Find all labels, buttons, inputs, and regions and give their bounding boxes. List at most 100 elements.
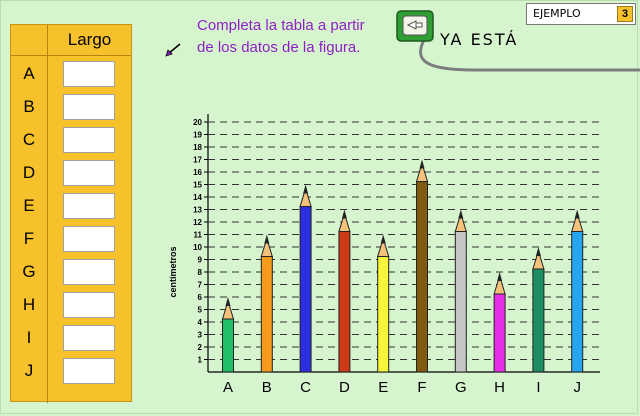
table-row-label: D — [22, 163, 36, 182]
pencil-bar-h — [493, 293, 506, 373]
y-tick-label: 6 — [198, 293, 203, 302]
button-cable — [419, 40, 640, 72]
monitor-check-icon[interactable] — [396, 10, 434, 44]
y-tick-label: 1 — [198, 356, 203, 365]
pencil-bar-g — [454, 231, 467, 373]
pencil-lead — [574, 209, 580, 219]
length-input-e[interactable] — [63, 193, 115, 219]
x-category-label: F — [417, 379, 426, 396]
pencil-lead — [341, 209, 347, 219]
x-category-label: D — [339, 379, 350, 396]
pencil-bar-f — [416, 181, 428, 373]
table-row: A — [11, 57, 131, 90]
length-input-b[interactable] — [63, 94, 115, 120]
pencil-tip — [532, 249, 545, 270]
pencil-bar-b — [260, 256, 273, 373]
table-row: B — [11, 90, 131, 123]
y-tick-label: 11 — [194, 231, 203, 240]
instruction-line-1: Completa la tabla a partir — [197, 17, 365, 34]
pencil-bar-e — [377, 256, 390, 373]
pencil-lead — [419, 159, 425, 169]
table-row-label: J — [24, 361, 34, 380]
table-row: C — [11, 123, 131, 156]
y-tick-label: 15 — [193, 181, 202, 190]
table-row: D — [11, 156, 131, 189]
y-tick-label: 5 — [198, 306, 203, 315]
pencil-length-chart: 1234567891011121314151617181920centímetr… — [168, 114, 600, 396]
table-row-label: F — [23, 229, 35, 248]
y-tick-label: 4 — [198, 318, 203, 327]
y-tick-label: 18 — [193, 143, 202, 152]
pencil-tip — [299, 186, 312, 207]
table-row-label: B — [23, 97, 35, 116]
example-badge: EJEMPLO 3 — [526, 3, 636, 25]
pencil-tip — [338, 211, 351, 232]
table-row-label: H — [22, 295, 36, 314]
table-row-label: A — [23, 64, 35, 83]
table-header-largo: Largo — [67, 30, 112, 49]
x-category-label: C — [300, 379, 311, 396]
pencil-bar-j — [571, 231, 584, 373]
table-row-label: E — [23, 196, 35, 215]
pencil-tip — [493, 274, 506, 295]
y-tick-label: 14 — [193, 193, 202, 202]
y-tick-label: 12 — [193, 218, 202, 227]
length-input-j[interactable] — [63, 358, 115, 384]
length-input-i[interactable] — [63, 325, 115, 351]
pencil-lead — [264, 234, 270, 244]
table-row: J — [11, 354, 131, 387]
arrow-pointer-icon — [165, 43, 181, 57]
y-tick-label: 13 — [193, 206, 202, 215]
y-tick-label: 7 — [198, 281, 203, 290]
y-tick-label: 10 — [193, 243, 202, 252]
example-label: EJEMPLO — [533, 7, 581, 20]
pencil-lead — [535, 247, 541, 256]
y-tick-label: 9 — [198, 256, 203, 265]
y-tick-label: 16 — [193, 168, 202, 177]
pencil-tip — [221, 299, 235, 320]
pencil-tip — [454, 211, 467, 232]
x-category-label: J — [573, 379, 581, 396]
pencil-lead — [458, 209, 464, 219]
y-tick-label: 8 — [198, 268, 203, 277]
pencil-tip — [260, 236, 273, 257]
pencil-tip — [571, 211, 584, 232]
instruction-line-2: de los datos de la figura. — [197, 39, 361, 56]
pencil-tip — [415, 161, 429, 182]
pencil-lead — [380, 234, 386, 244]
length-input-g[interactable] — [63, 259, 115, 285]
table-row: G — [11, 255, 131, 288]
y-tick-label: 19 — [193, 131, 202, 140]
table-row-label: C — [22, 130, 36, 149]
table-row: E — [11, 189, 131, 222]
x-category-label: E — [378, 379, 388, 396]
x-category-label: H — [494, 379, 505, 396]
table-header: Largo — [11, 25, 131, 403]
pencil-tip — [377, 236, 390, 257]
example-number: 3 — [617, 6, 633, 22]
table-row-label: G — [22, 262, 36, 281]
pencil-bar-c — [299, 206, 312, 373]
y-tick-label: 17 — [193, 156, 202, 165]
table-row: I — [11, 321, 131, 354]
x-category-label: A — [223, 379, 233, 396]
check-button-label[interactable]: YA ESTÁ — [440, 30, 519, 49]
y-tick-label: 20 — [193, 118, 202, 127]
table-column-divider — [47, 25, 48, 403]
y-axis-label: centímetros — [168, 246, 178, 297]
pencil-lead — [303, 184, 309, 194]
x-category-label: G — [455, 379, 467, 396]
length-input-a[interactable] — [63, 61, 115, 87]
table-row-label: I — [26, 328, 32, 347]
x-category-label: I — [536, 379, 540, 396]
table-row: H — [11, 288, 131, 321]
length-input-h[interactable] — [63, 292, 115, 318]
pencil-bar-d — [338, 231, 351, 373]
pencil-bar-i — [532, 268, 545, 373]
length-input-c[interactable] — [63, 127, 115, 153]
pencil-lead — [497, 272, 503, 281]
table-row: F — [11, 222, 131, 255]
length-input-f[interactable] — [63, 226, 115, 252]
length-input-d[interactable] — [63, 160, 115, 186]
